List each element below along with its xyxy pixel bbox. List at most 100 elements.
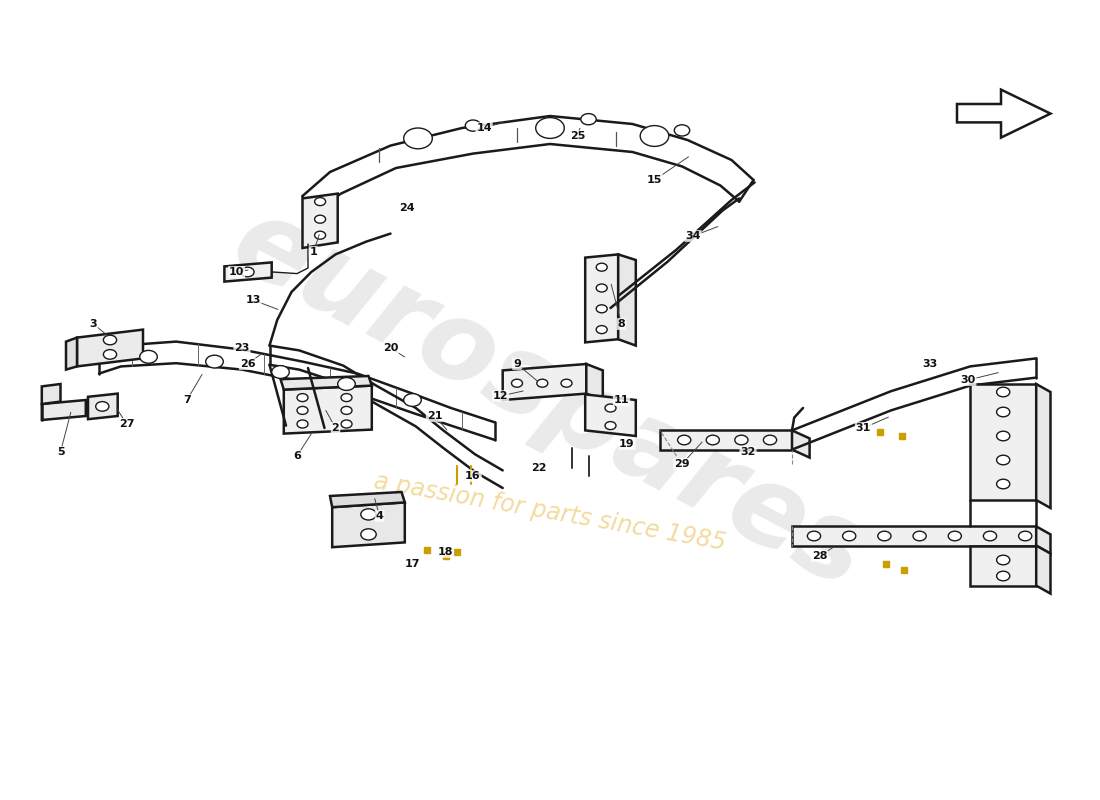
Text: 17: 17 xyxy=(405,559,420,569)
Text: 18: 18 xyxy=(438,547,453,557)
Circle shape xyxy=(997,387,1010,397)
Polygon shape xyxy=(792,526,1036,546)
Circle shape xyxy=(512,379,522,387)
Circle shape xyxy=(596,263,607,271)
Circle shape xyxy=(315,231,326,239)
Circle shape xyxy=(997,431,1010,441)
Text: 34: 34 xyxy=(685,231,701,241)
Circle shape xyxy=(315,215,326,223)
Text: 2: 2 xyxy=(331,423,340,433)
Circle shape xyxy=(581,114,596,125)
Circle shape xyxy=(843,531,856,541)
Circle shape xyxy=(997,571,1010,581)
Polygon shape xyxy=(792,430,810,458)
Text: 7: 7 xyxy=(183,395,191,405)
Circle shape xyxy=(913,531,926,541)
Polygon shape xyxy=(224,262,272,282)
Polygon shape xyxy=(585,394,636,436)
Text: 16: 16 xyxy=(465,471,481,481)
Circle shape xyxy=(596,284,607,292)
Circle shape xyxy=(341,394,352,402)
Text: 30: 30 xyxy=(960,375,976,385)
Text: 22: 22 xyxy=(531,463,547,473)
Polygon shape xyxy=(1036,546,1050,594)
Circle shape xyxy=(96,402,109,411)
Text: 10: 10 xyxy=(229,267,244,277)
Text: 3: 3 xyxy=(90,319,97,329)
Circle shape xyxy=(241,267,254,277)
Circle shape xyxy=(341,406,352,414)
Circle shape xyxy=(341,420,352,428)
Circle shape xyxy=(763,435,777,445)
Circle shape xyxy=(103,335,117,345)
Circle shape xyxy=(1019,531,1032,541)
Circle shape xyxy=(315,198,326,206)
Polygon shape xyxy=(970,384,1036,500)
Text: 12: 12 xyxy=(493,391,508,401)
Circle shape xyxy=(561,379,572,387)
Circle shape xyxy=(640,126,669,146)
Circle shape xyxy=(706,435,719,445)
Text: 27: 27 xyxy=(119,419,134,429)
Text: 29: 29 xyxy=(674,459,690,469)
Polygon shape xyxy=(332,502,405,547)
Circle shape xyxy=(596,305,607,313)
Circle shape xyxy=(678,435,691,445)
Text: 9: 9 xyxy=(513,359,521,369)
Text: 31: 31 xyxy=(856,423,871,433)
Text: 8: 8 xyxy=(617,319,626,329)
Text: 25: 25 xyxy=(570,131,585,141)
Text: 15: 15 xyxy=(647,175,662,185)
Circle shape xyxy=(674,125,690,136)
Circle shape xyxy=(404,394,421,406)
Text: 1: 1 xyxy=(309,247,318,257)
Polygon shape xyxy=(284,386,372,434)
Text: 6: 6 xyxy=(293,451,301,461)
Circle shape xyxy=(361,509,376,520)
Polygon shape xyxy=(280,376,372,390)
Circle shape xyxy=(140,350,157,363)
Polygon shape xyxy=(302,194,338,248)
Text: a passion for parts since 1985: a passion for parts since 1985 xyxy=(372,469,728,555)
Text: 14: 14 xyxy=(476,123,492,133)
Text: 24: 24 xyxy=(399,203,415,213)
Text: 26: 26 xyxy=(240,359,255,369)
Polygon shape xyxy=(1036,526,1050,554)
Polygon shape xyxy=(1036,384,1050,508)
Circle shape xyxy=(735,435,748,445)
Circle shape xyxy=(983,531,997,541)
Circle shape xyxy=(297,394,308,402)
Text: 13: 13 xyxy=(245,295,261,305)
Polygon shape xyxy=(66,338,77,370)
Circle shape xyxy=(807,531,821,541)
Polygon shape xyxy=(957,90,1050,138)
Circle shape xyxy=(297,420,308,428)
Polygon shape xyxy=(618,254,636,346)
Polygon shape xyxy=(42,384,60,404)
Text: 20: 20 xyxy=(383,343,398,353)
Circle shape xyxy=(605,422,616,430)
Polygon shape xyxy=(42,400,86,420)
Circle shape xyxy=(536,118,564,138)
Circle shape xyxy=(297,406,308,414)
Circle shape xyxy=(997,407,1010,417)
Text: eurospares: eurospares xyxy=(214,188,886,612)
Circle shape xyxy=(361,529,376,540)
Circle shape xyxy=(605,404,616,412)
Text: 4: 4 xyxy=(375,511,384,521)
Polygon shape xyxy=(88,394,118,419)
Circle shape xyxy=(997,479,1010,489)
Polygon shape xyxy=(585,254,618,342)
Text: 23: 23 xyxy=(234,343,250,353)
Polygon shape xyxy=(330,492,405,507)
Polygon shape xyxy=(77,330,143,366)
Polygon shape xyxy=(586,364,603,400)
Circle shape xyxy=(338,378,355,390)
Circle shape xyxy=(404,128,432,149)
Polygon shape xyxy=(503,364,586,400)
Circle shape xyxy=(948,531,961,541)
Circle shape xyxy=(878,531,891,541)
Circle shape xyxy=(997,455,1010,465)
Text: 32: 32 xyxy=(740,447,756,457)
Text: 28: 28 xyxy=(812,551,827,561)
